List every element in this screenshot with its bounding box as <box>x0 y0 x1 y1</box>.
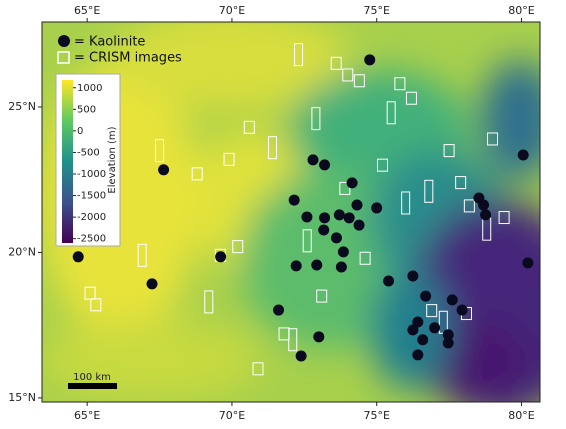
kaolinite-point <box>73 251 84 262</box>
page: {"chart_data": {"type": "map", "xlim": [… <box>0 0 566 425</box>
kaolinite-point <box>308 154 319 165</box>
scale-bar-label: 100 km <box>73 372 111 383</box>
y-tick-label: 20°N <box>8 245 36 258</box>
colorbar-tick-label: -1500 <box>77 191 106 202</box>
x-tick-label: 75°E <box>363 4 389 17</box>
kaolinite-point <box>383 275 394 286</box>
kaolinite-point <box>318 225 329 236</box>
kaolinite-point <box>420 291 431 302</box>
x-tick-label: 70°E <box>219 409 245 422</box>
kaolinite-point <box>407 324 418 335</box>
kaolinite-point <box>457 305 468 316</box>
map-figure: = Kaolinite = CRISM images Elevation (m)… <box>0 0 566 425</box>
kaolinite-point <box>352 200 363 211</box>
kaolinite-point <box>347 177 358 188</box>
x-tick-label: 65°E <box>74 409 100 422</box>
legend-label: = CRISM images <box>74 51 182 66</box>
kaolinite-point <box>480 209 491 220</box>
x-tick-label: 75°E <box>363 409 389 422</box>
kaolinite-point <box>319 159 330 170</box>
x-tick-label: 65°E <box>74 4 100 17</box>
kaolinite-point <box>354 220 365 231</box>
kaolinite-point <box>319 212 330 223</box>
kaolinite-point <box>311 259 322 270</box>
kaolinite-point <box>447 294 458 305</box>
kaolinite-point <box>158 164 169 175</box>
colorbar <box>62 80 73 243</box>
kaolinite-point <box>334 209 345 220</box>
kaolinite-point <box>518 149 529 160</box>
kaolinite-point <box>364 54 375 65</box>
colorbar-tick-label: 0 <box>77 126 83 137</box>
kaolinite-point <box>417 334 428 345</box>
kaolinite-point <box>289 195 300 206</box>
kaolinite-point <box>443 337 454 348</box>
kaolinite-point <box>336 261 347 272</box>
kaolinite-point <box>344 212 355 223</box>
kaolinite-point <box>407 271 418 282</box>
x-tick-label: 80°E <box>508 409 534 422</box>
colorbar-tick-label: -500 <box>77 147 100 158</box>
kaolinite-point <box>291 260 302 271</box>
x-tick-label: 80°E <box>508 4 534 17</box>
kaolinite-point <box>313 331 324 342</box>
legend-label: = Kaolinite <box>74 35 145 50</box>
legend-marker <box>58 35 70 47</box>
colorbar-tick-label: 500 <box>77 104 96 115</box>
x-tick-label: 70°E <box>219 4 245 17</box>
kaolinite-point <box>473 193 484 204</box>
scale-bar <box>68 383 117 389</box>
colorbar-tick-label: -2000 <box>77 212 106 223</box>
kaolinite-point <box>296 351 307 362</box>
kaolinite-point <box>331 232 342 243</box>
kaolinite-point <box>301 211 312 222</box>
colorbar-label: Elevation (m) <box>107 126 118 193</box>
kaolinite-point <box>147 278 158 289</box>
colorbar-tick-label: 1000 <box>77 83 102 94</box>
kaolinite-point <box>522 257 533 268</box>
kaolinite-point <box>215 251 226 262</box>
y-tick-label: 25°N <box>8 100 36 113</box>
y-tick-label: 15°N <box>8 391 36 404</box>
kaolinite-point <box>371 202 382 213</box>
kaolinite-point <box>429 322 440 333</box>
colorbar-tick-label: -1000 <box>77 169 106 180</box>
kaolinite-point <box>412 349 423 360</box>
kaolinite-point <box>338 246 349 257</box>
colorbar-tick-label: -2500 <box>77 234 106 245</box>
kaolinite-point <box>273 305 284 316</box>
